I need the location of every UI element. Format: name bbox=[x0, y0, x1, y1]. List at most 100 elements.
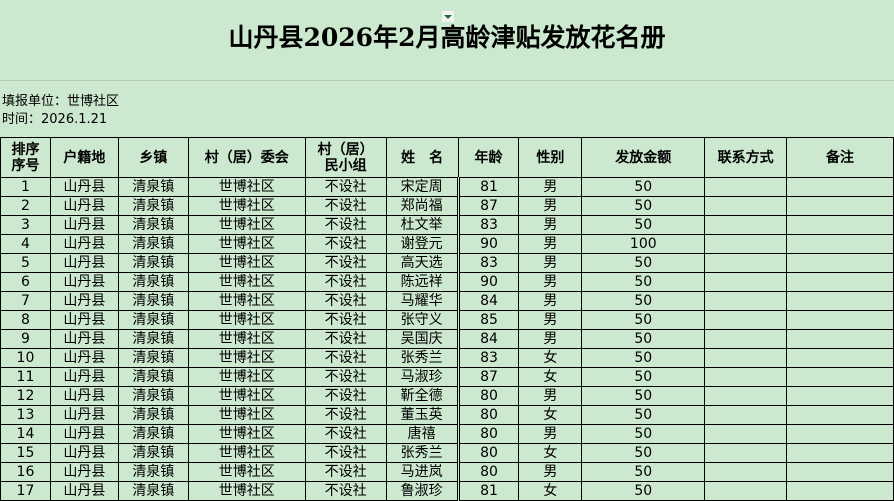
col-amount-cell[interactable]: 50 bbox=[581, 177, 706, 197]
col-age-cell[interactable]: 81 bbox=[457, 481, 520, 501]
col-age-cell[interactable]: 83 bbox=[457, 348, 520, 368]
col-age-cell[interactable]: 87 bbox=[457, 367, 520, 387]
col-remark-cell[interactable] bbox=[786, 462, 894, 482]
col-group-cell[interactable]: 不设社 bbox=[304, 424, 387, 444]
col-contact-cell[interactable] bbox=[704, 272, 788, 292]
col-seq-cell[interactable]: 3 bbox=[0, 215, 51, 235]
col-age-cell[interactable]: 80 bbox=[457, 386, 520, 406]
col-residence-cell[interactable]: 山丹县 bbox=[49, 443, 119, 463]
col-group-cell[interactable]: 不设社 bbox=[304, 405, 387, 425]
col-seq-header[interactable]: 排序 序号 bbox=[0, 137, 51, 178]
col-residence-cell[interactable]: 山丹县 bbox=[49, 386, 119, 406]
col-name-cell[interactable]: 马耀华 bbox=[385, 291, 460, 311]
col-remark-cell[interactable] bbox=[786, 329, 894, 349]
col-committee-cell[interactable]: 世博社区 bbox=[187, 272, 306, 292]
col-residence-cell[interactable]: 山丹县 bbox=[49, 177, 119, 197]
col-remark-cell[interactable] bbox=[786, 367, 894, 387]
col-gender-cell[interactable]: 男 bbox=[518, 177, 583, 197]
col-group-cell[interactable]: 不设社 bbox=[304, 310, 387, 330]
col-seq-cell[interactable]: 4 bbox=[0, 234, 51, 254]
col-name-cell[interactable]: 吴国庆 bbox=[385, 329, 460, 349]
col-seq-cell[interactable]: 6 bbox=[0, 272, 51, 292]
col-seq-cell[interactable]: 15 bbox=[0, 443, 51, 463]
col-group-cell[interactable]: 不设社 bbox=[304, 234, 387, 254]
col-committee-cell[interactable]: 世博社区 bbox=[187, 348, 306, 368]
col-seq-cell[interactable]: 11 bbox=[0, 367, 51, 387]
col-residence-cell[interactable]: 山丹县 bbox=[49, 481, 119, 501]
col-seq-cell[interactable]: 10 bbox=[0, 348, 51, 368]
col-contact-cell[interactable] bbox=[704, 424, 788, 444]
col-residence-cell[interactable]: 山丹县 bbox=[49, 215, 119, 235]
col-town-cell[interactable]: 清泉镇 bbox=[117, 462, 189, 482]
col-residence-cell[interactable]: 山丹县 bbox=[49, 272, 119, 292]
col-name-cell[interactable]: 马进岚 bbox=[385, 462, 460, 482]
col-seq-cell[interactable]: 17 bbox=[0, 481, 51, 501]
col-town-cell[interactable]: 清泉镇 bbox=[117, 234, 189, 254]
col-town-cell[interactable]: 清泉镇 bbox=[117, 196, 189, 216]
col-remark-cell[interactable] bbox=[786, 405, 894, 425]
col-group-cell[interactable]: 不设社 bbox=[304, 291, 387, 311]
col-contact-cell[interactable] bbox=[704, 481, 788, 501]
col-contact-cell[interactable] bbox=[704, 215, 788, 235]
col-residence-cell[interactable]: 山丹县 bbox=[49, 234, 119, 254]
col-amount-cell[interactable]: 50 bbox=[581, 196, 706, 216]
col-contact-cell[interactable] bbox=[704, 367, 788, 387]
col-remark-cell[interactable] bbox=[786, 291, 894, 311]
col-town-cell[interactable]: 清泉镇 bbox=[117, 253, 189, 273]
col-group-cell[interactable]: 不设社 bbox=[304, 443, 387, 463]
col-age-cell[interactable]: 90 bbox=[457, 234, 520, 254]
col-name-cell[interactable]: 靳全德 bbox=[385, 386, 460, 406]
col-amount-cell[interactable]: 50 bbox=[581, 481, 706, 501]
col-amount-cell[interactable]: 50 bbox=[581, 253, 706, 273]
col-group-cell[interactable]: 不设社 bbox=[304, 348, 387, 368]
col-name-cell[interactable]: 张守义 bbox=[385, 310, 460, 330]
col-group-cell[interactable]: 不设社 bbox=[304, 386, 387, 406]
col-contact-cell[interactable] bbox=[704, 386, 788, 406]
col-remark-cell[interactable] bbox=[786, 481, 894, 501]
col-gender-header[interactable]: 性别 bbox=[518, 137, 583, 178]
col-seq-cell[interactable]: 7 bbox=[0, 291, 51, 311]
col-remark-cell[interactable] bbox=[786, 234, 894, 254]
col-name-header[interactable]: 姓 名 bbox=[385, 137, 459, 178]
col-remark-cell[interactable] bbox=[786, 310, 894, 330]
col-town-cell[interactable]: 清泉镇 bbox=[117, 215, 189, 235]
col-amount-cell[interactable]: 100 bbox=[581, 234, 706, 254]
col-residence-cell[interactable]: 山丹县 bbox=[49, 329, 119, 349]
col-town-cell[interactable]: 清泉镇 bbox=[117, 329, 189, 349]
col-contact-cell[interactable] bbox=[704, 405, 788, 425]
col-committee-cell[interactable]: 世博社区 bbox=[187, 462, 306, 482]
col-age-cell[interactable]: 84 bbox=[457, 329, 520, 349]
col-remark-cell[interactable] bbox=[786, 424, 894, 444]
col-group-cell[interactable]: 不设社 bbox=[304, 272, 387, 292]
col-name-cell[interactable]: 杜文举 bbox=[385, 215, 460, 235]
col-gender-cell[interactable]: 男 bbox=[518, 253, 583, 273]
col-remark-cell[interactable] bbox=[786, 348, 894, 368]
col-committee-cell[interactable]: 世博社区 bbox=[187, 196, 306, 216]
col-name-cell[interactable]: 鲁淑珍 bbox=[385, 481, 460, 501]
col-town-header[interactable]: 乡镇 bbox=[117, 137, 189, 178]
col-residence-cell[interactable]: 山丹县 bbox=[49, 348, 119, 368]
col-contact-cell[interactable] bbox=[704, 310, 788, 330]
col-amount-cell[interactable]: 50 bbox=[581, 462, 706, 482]
col-committee-cell[interactable]: 世博社区 bbox=[187, 386, 306, 406]
col-gender-cell[interactable]: 男 bbox=[518, 310, 583, 330]
col-group-cell[interactable]: 不设社 bbox=[304, 462, 387, 482]
col-amount-cell[interactable]: 50 bbox=[581, 424, 706, 444]
col-seq-cell[interactable]: 2 bbox=[0, 196, 51, 216]
col-committee-cell[interactable]: 世博社区 bbox=[187, 481, 306, 501]
col-seq-cell[interactable]: 5 bbox=[0, 253, 51, 273]
col-gender-cell[interactable]: 男 bbox=[518, 462, 583, 482]
col-remark-cell[interactable] bbox=[786, 272, 894, 292]
col-age-cell[interactable]: 83 bbox=[457, 215, 520, 235]
col-seq-cell[interactable]: 12 bbox=[0, 386, 51, 406]
col-gender-cell[interactable]: 男 bbox=[518, 424, 583, 444]
col-age-cell[interactable]: 90 bbox=[457, 272, 520, 292]
col-committee-cell[interactable]: 世博社区 bbox=[187, 424, 306, 444]
col-group-cell[interactable]: 不设社 bbox=[304, 215, 387, 235]
col-age-cell[interactable]: 85 bbox=[457, 310, 520, 330]
col-committee-cell[interactable]: 世博社区 bbox=[187, 405, 306, 425]
col-group-cell[interactable]: 不设社 bbox=[304, 253, 387, 273]
col-group-header[interactable]: 村（居） 民小组 bbox=[304, 137, 387, 178]
col-town-cell[interactable]: 清泉镇 bbox=[117, 386, 189, 406]
col-name-cell[interactable]: 高天选 bbox=[385, 253, 460, 273]
